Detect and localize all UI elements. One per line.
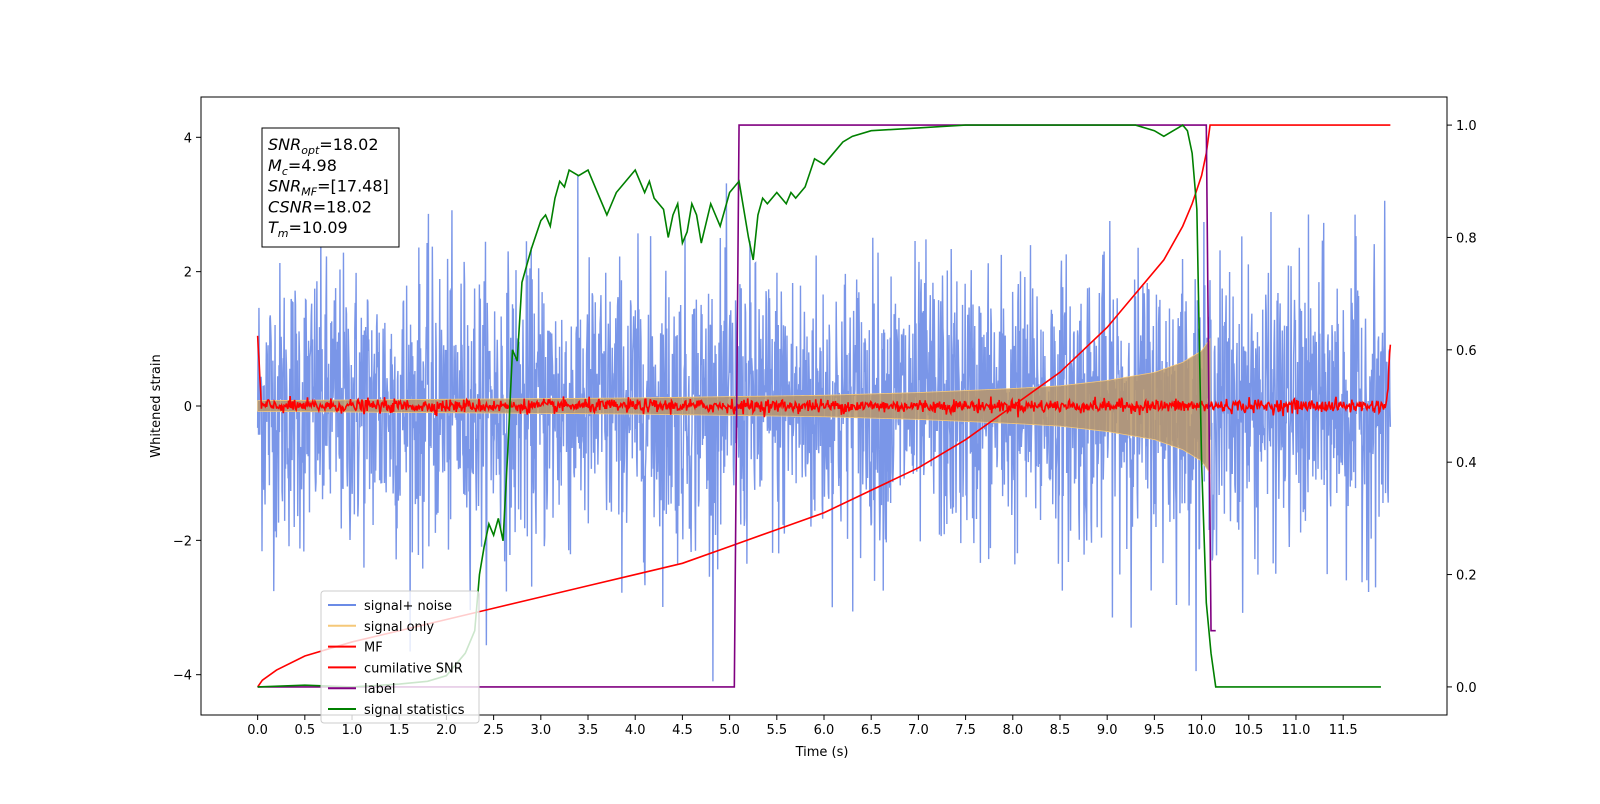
y-tick-label: 4 xyxy=(184,131,192,146)
series-signal-statistics xyxy=(257,124,1381,688)
annotation-line: SNRopt=18.02 xyxy=(268,135,379,157)
x-tick-label: 11.0 xyxy=(1281,723,1310,738)
series-layer xyxy=(256,124,1392,688)
x-tick-label: 8.5 xyxy=(1050,723,1071,738)
x-tick-label: 6.5 xyxy=(861,723,882,738)
x-tick-label: 2.0 xyxy=(436,723,457,738)
y-tick-label: −4 xyxy=(173,669,192,684)
legend-entry: signal+ noise xyxy=(364,599,452,614)
x-tick-label: 1.5 xyxy=(389,723,410,738)
legend-frame xyxy=(320,590,480,724)
y-axis-label: Whitened strain xyxy=(149,354,164,457)
y2-tick-label: 0.4 xyxy=(1456,456,1477,471)
annotation-box: SNRopt=18.02Mc=4.98SNRMF=[17.48]CSNR=18.… xyxy=(261,127,400,248)
x-tick-label: 3.0 xyxy=(530,723,551,738)
x-tick-label: 5.5 xyxy=(766,723,787,738)
x-tick-label: 10.5 xyxy=(1234,723,1263,738)
x-tick-label: 7.0 xyxy=(908,723,929,738)
annotation-line: SNRMF=[17.48] xyxy=(268,177,389,199)
legend-entry: label xyxy=(364,682,395,697)
x-tick-label: 11.5 xyxy=(1329,723,1358,738)
legend-entry: cumilative SNR xyxy=(364,661,463,676)
x-tick-label: 7.5 xyxy=(955,723,976,738)
x-tick-label: 10.0 xyxy=(1187,723,1216,738)
y2-tick-label: 0.0 xyxy=(1456,681,1477,696)
y2-tick-label: 0.8 xyxy=(1456,231,1477,246)
series-mf xyxy=(256,335,1392,418)
x-tick-label: 0.0 xyxy=(247,723,268,738)
x-tick-label: 2.5 xyxy=(483,723,504,738)
legend-entry: signal only xyxy=(364,620,434,635)
y-tick-label: 2 xyxy=(184,266,192,281)
x-tick-label: 9.5 xyxy=(1144,723,1165,738)
x-tick-label: 3.5 xyxy=(578,723,599,738)
axes-layer: 0.0 0.5 1.0 1.5 2.0 2.5 3.0 3.5 4.0 4.5 5.0 5.5 6.0 6… xyxy=(173,119,1477,738)
annotation-line: Tm=10.09 xyxy=(268,218,348,240)
legend-entry: signal statistics xyxy=(364,703,465,718)
y2-tick-label: 1.0 xyxy=(1456,119,1477,134)
y2-tick-label: 0.6 xyxy=(1456,344,1477,359)
y-tick-label: −2 xyxy=(173,534,192,549)
annotation-line: CSNR=18.02 xyxy=(268,197,372,216)
x-axis-label: Time (s) xyxy=(795,745,849,760)
x-tick-label: 6.0 xyxy=(814,723,835,738)
x-tick-label: 0.5 xyxy=(294,723,315,738)
y2-tick-label: 0.2 xyxy=(1456,569,1477,584)
annotation-frame xyxy=(261,127,400,248)
x-tick-label: 4.5 xyxy=(672,723,693,738)
x-tick-label: 4.0 xyxy=(625,723,646,738)
x-tick-label: 1.0 xyxy=(342,723,363,738)
legend-entry: MF xyxy=(364,641,383,656)
x-tick-label: 8.0 xyxy=(1002,723,1023,738)
x-tick-label: 9.0 xyxy=(1097,723,1118,738)
legend: signal+ noise signal only MF cumilative SNR… xyxy=(320,590,480,724)
x-tick-label: 5.0 xyxy=(719,723,740,738)
y-tick-label: 0 xyxy=(184,400,192,415)
annotation-line: Mc=4.98 xyxy=(268,156,337,178)
